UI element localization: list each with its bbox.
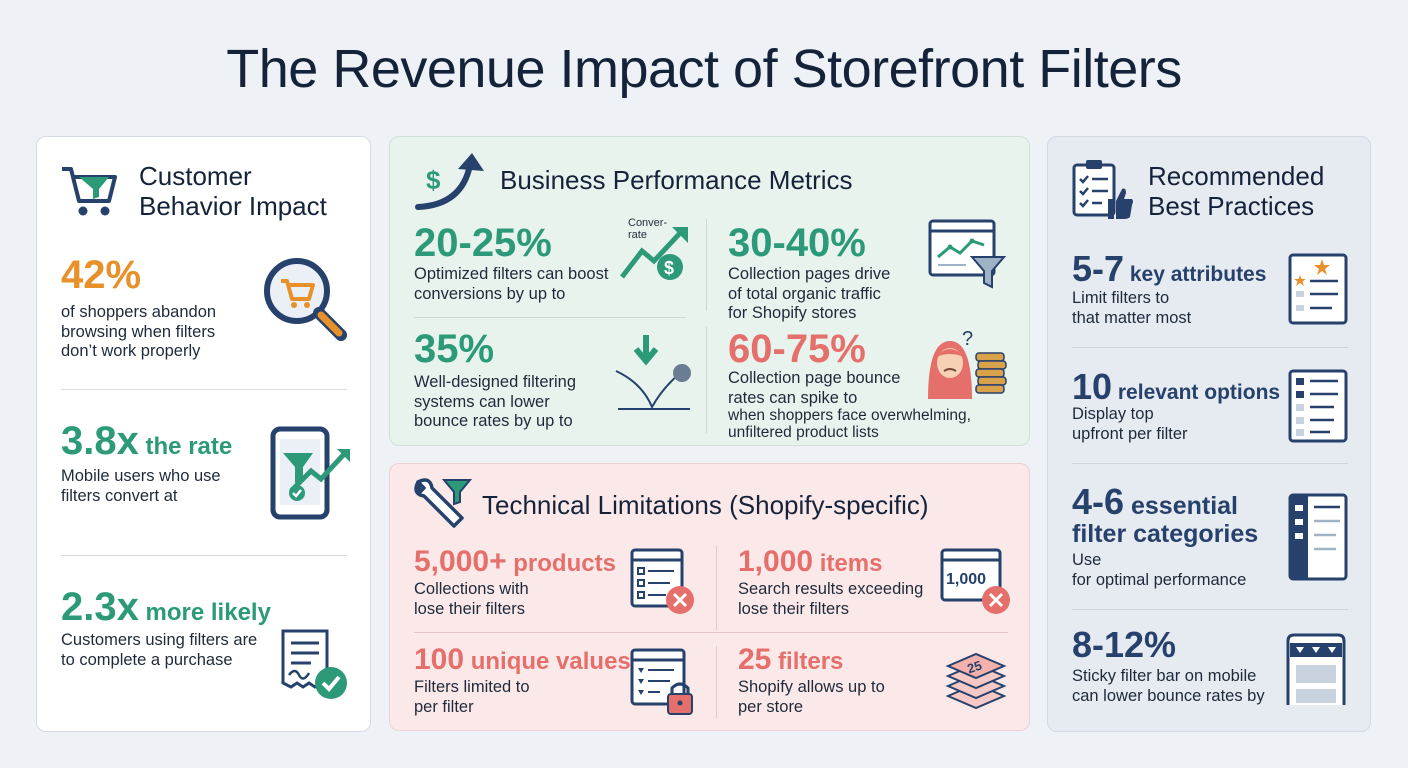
practices-heading-line1: Recommended [1148,161,1325,191]
page-title: The Revenue Impact of Storefront Filters [226,39,1182,99]
technical-heading: Technical Limitations (Shopify-specific) [482,490,929,520]
business-metrics-card: $ Business Performance Metrics 20-25% Op… [389,136,1030,446]
stat-2-3x-value: 2.3x more likely [61,585,271,629]
overwhelmed-shopper-icon: ? [928,328,1007,399]
practice-4-6-value: 4-6 essential [1072,481,1238,522]
customer-behavior-card: Customer Behavior Impact 42% of shoppers… [36,136,371,732]
limit-25-desc: Shopify allows up to per store [738,678,885,716]
practice-4-6-desc: Use for optimal performance [1072,551,1247,589]
sidebar-panel-icon [1288,493,1348,581]
practice-8-12-value: 8-12% [1072,624,1177,665]
conversion-growth-icon: $ [620,227,688,280]
stat-42-desc: of shoppers abandon browsing when filter… [61,303,217,360]
customer-heading-line1: Customer [139,161,252,191]
browser-chart-funnel-icon [928,219,1006,289]
metric-20-25-value: 20-25% [414,221,552,265]
limit-5000-value: 5,000+ products [414,545,616,578]
technical-limitations-card: Technical Limitations (Shopify-specific)… [389,463,1030,731]
cart-filter-icon [62,167,117,216]
bounce-down-icon [615,335,691,410]
practice-5-7-value: 5-7 key attributes [1072,248,1267,289]
limit-100-value: 100 unique values [414,643,631,676]
limit-25-value: 25 filters [738,643,844,676]
svg-text:?: ? [962,328,973,350]
practice-5-7-desc: Limit filters to that matter most [1072,289,1192,327]
svg-text:25: 25 [965,658,983,677]
checklist-panel-icon [1288,369,1348,443]
svg-text:1,000: 1,000 [946,571,986,588]
limit-5000-desc: Collections with lose their filters [414,580,529,618]
receipt-check-icon [281,629,347,699]
best-practices-card: Recommended Best Practices 5-7 key attri… [1047,136,1371,732]
limit-100-desc: Filters limited to per filter [414,678,530,716]
wrench-filter-icon [414,478,472,528]
conversion-rate-label: Conver- rate [628,217,668,241]
metric-30-40-value: 30-40% [728,221,866,265]
clipboard-thumbs-up-icon [1072,160,1133,219]
metric-60-75-value: 60-75% [728,327,866,371]
stat-42-value: 42% [61,253,142,297]
list-error-icon [630,548,694,614]
customer-heading-line2: Behavior Impact [139,191,327,221]
metric-30-40-desc: Collection pages drive of total organic … [728,265,891,322]
stat-2-3x-desc: Customers using filters are to complete … [61,631,258,669]
practice-10-desc: Display top upfront per filter [1072,405,1188,443]
stat-3-8x-desc: Mobile users who use filters convert at [61,467,221,505]
practice-4-6-unit-line2: filter categories [1072,520,1259,548]
metric-60-75-note: when shoppers face overwhelming, unfilte… [728,407,971,441]
filter-stack-icon: 25 [945,652,1007,710]
metric-35-value: 35% [414,327,495,371]
limit-1000-desc: Search results exceeding lose their filt… [738,580,924,618]
filter-lock-icon [630,648,693,715]
sticky-filter-bar-icon [1286,633,1346,705]
metric-35-desc: Well-designed filtering systems can lowe… [414,373,577,430]
practice-10-value: 10 relevant options [1072,366,1281,407]
starred-list-icon [1288,253,1348,325]
business-heading: Business Performance Metrics [500,165,853,195]
metric-60-75-desc: Collection page bounce rates can spike t… [728,369,901,407]
mobile-filter-growth-icon [270,426,350,520]
svg-text:$: $ [664,258,674,278]
stat-3-8x-value: 3.8x the rate [61,419,233,463]
metric-20-25-desc: Optimized filters can boost conversions … [414,265,609,303]
svg-text:$: $ [426,165,441,195]
search-cart-icon [264,258,347,341]
limit-1000-value: 1,000 items [738,545,883,578]
practice-8-12-desc: Sticky filter bar on mobile can lower bo… [1072,667,1265,705]
search-results-error-icon: 1,000 [940,548,1010,614]
dollar-growth-icon: $ [415,153,484,210]
practices-heading-line2: Best Practices [1148,191,1315,221]
